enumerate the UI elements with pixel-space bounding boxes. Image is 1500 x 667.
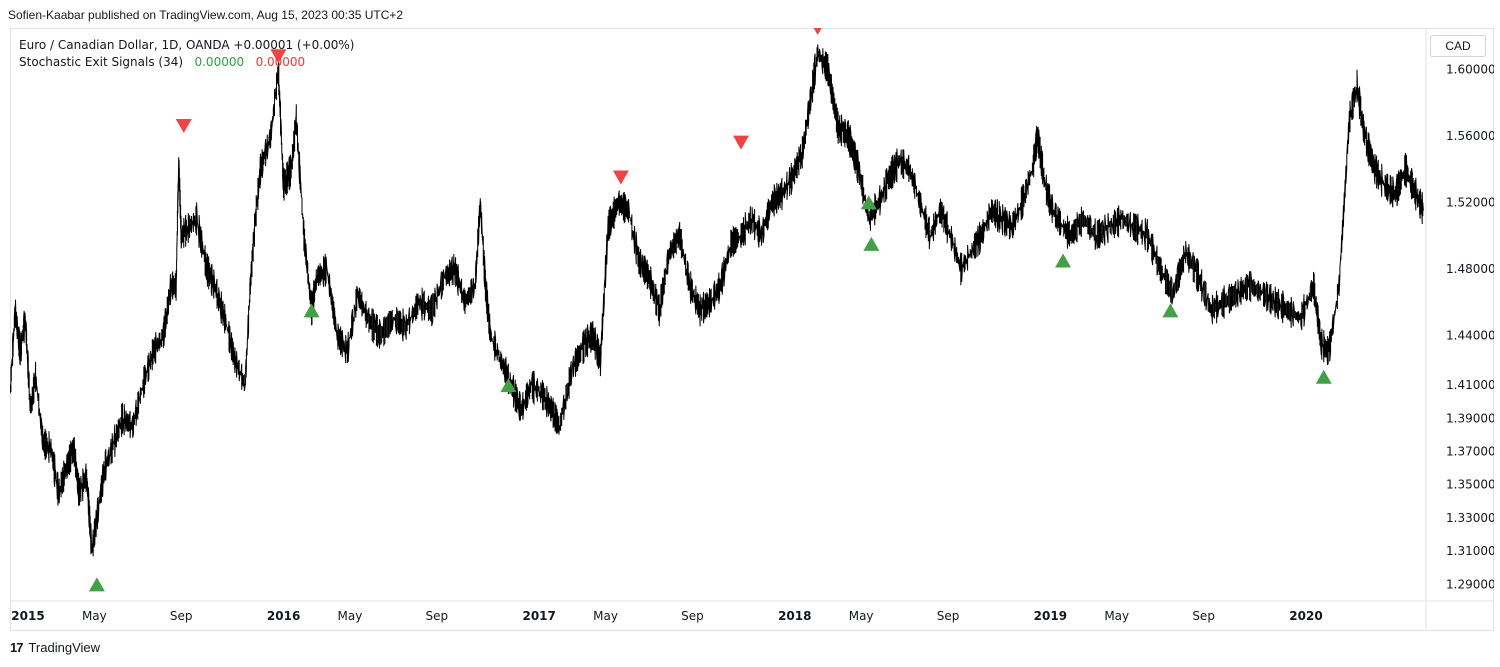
- y-tick-label: 1.29000: [1446, 577, 1494, 591]
- y-tick-label: 1.60000: [1446, 63, 1494, 77]
- currency-label: CAD: [1445, 39, 1471, 53]
- y-tick-label: 1.52000: [1446, 195, 1494, 209]
- x-tick-label: 2017: [522, 609, 555, 623]
- x-tick-label: Sep: [1192, 609, 1215, 623]
- indicator-legend[interactable]: Stochastic Exit Signals (34) 0.00000 0.0…: [19, 55, 305, 69]
- x-tick-label: May: [849, 609, 874, 623]
- up-signal-marker: [500, 378, 517, 393]
- up-signal-marker: [88, 577, 105, 592]
- y-tick-label: 1.37000: [1446, 445, 1494, 459]
- x-tick-label: May: [338, 609, 363, 623]
- y-tick-label: 1.44000: [1446, 328, 1494, 342]
- x-tick-label: Sep: [681, 609, 704, 623]
- up-signal-marker: [863, 236, 880, 251]
- indicator-value-red: 0.00000: [255, 55, 306, 69]
- y-tick-label: 1.41000: [1446, 378, 1494, 392]
- x-tick-label: Sep: [426, 609, 449, 623]
- x-tick-label: 2019: [1034, 609, 1067, 623]
- y-tick-label: 1.33000: [1446, 511, 1494, 525]
- x-tick-label: 2015: [11, 609, 44, 623]
- up-signal-marker: [303, 303, 320, 318]
- symbol-legend[interactable]: Euro / Canadian Dollar, 1D, OANDA +0.000…: [19, 38, 354, 52]
- y-tick-label: 1.39000: [1446, 411, 1494, 425]
- down-signal-marker: [813, 28, 822, 35]
- indicator-name: Stochastic Exit Signals (34): [19, 55, 184, 69]
- published-byline: Sofien-Kaabar published on TradingView.c…: [8, 8, 404, 22]
- x-tick-label: May: [593, 609, 618, 623]
- up-signal-marker: [1162, 303, 1179, 318]
- down-signal-marker: [270, 49, 287, 64]
- down-signal-marker: [175, 118, 192, 133]
- symbol-legend-text: Euro / Canadian Dollar, 1D, OANDA +0.000…: [19, 38, 355, 52]
- x-tick-label: 2018: [778, 609, 811, 623]
- tradingview-brand: TradingView: [28, 640, 101, 655]
- y-tick-label: 1.31000: [1446, 544, 1494, 558]
- chart-frame: [10, 28, 1494, 631]
- x-tick-label: 2020: [1289, 609, 1322, 623]
- up-signal-marker: [1315, 369, 1332, 384]
- x-tick-label: Sep: [170, 609, 193, 623]
- up-signal-marker: [1055, 253, 1072, 268]
- price-chart[interactable]: 1.60000 1.56000 1.52000 1.48000 1.44000 1.410…: [10, 28, 1494, 631]
- footer-branding: 17 TradingView: [10, 640, 100, 655]
- down-signal-marker: [733, 135, 750, 150]
- down-signal-marker: [612, 170, 629, 185]
- x-tick-label: May: [1104, 609, 1129, 623]
- x-tick-label: Sep: [937, 609, 960, 623]
- indicator-value-green: 0.00000: [194, 55, 245, 69]
- y-tick-label: 1.48000: [1446, 262, 1494, 276]
- price-series-line: [10, 44, 1424, 557]
- y-tick-label: 1.56000: [1446, 129, 1494, 143]
- currency-button[interactable]: CAD: [1430, 35, 1486, 57]
- x-tick-label: 2016: [267, 609, 300, 623]
- tradingview-logo-icon: 17: [10, 640, 24, 655]
- up-signal-marker: [860, 195, 877, 210]
- x-tick-label: May: [82, 609, 107, 623]
- y-tick-label: 1.35000: [1446, 478, 1494, 492]
